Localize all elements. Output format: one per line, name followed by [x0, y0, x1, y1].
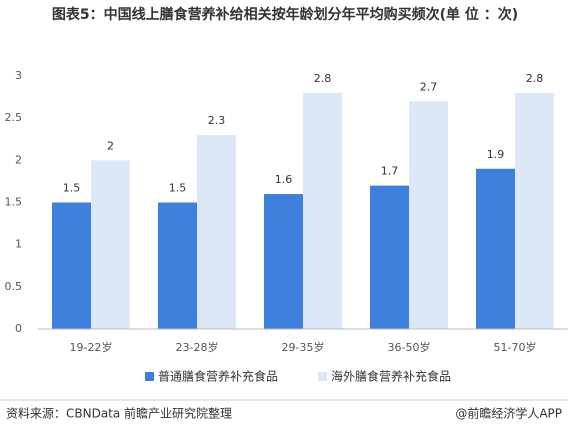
credit: @前瞻经济学人APP — [455, 406, 562, 421]
y-tick-label: 2 — [15, 153, 22, 166]
bar — [91, 160, 130, 329]
y-tick-label: 0 — [15, 322, 22, 335]
bar — [476, 168, 515, 329]
x-tick-label: 23-28岁 — [176, 340, 219, 354]
value-label: 2.3 — [208, 114, 226, 127]
value-label: 1.5 — [169, 182, 187, 195]
bar — [409, 101, 448, 329]
bar — [303, 92, 342, 329]
y-tick-label: 1.5 — [5, 196, 23, 209]
legend-label: 海外膳食营养补充食品 — [331, 369, 451, 384]
value-label: 2 — [107, 139, 114, 152]
y-tick-label: 3 — [15, 69, 22, 82]
x-tick-label: 51-70岁 — [494, 340, 537, 354]
value-label: 1.9 — [487, 148, 505, 161]
bar — [197, 135, 236, 329]
bar — [264, 194, 303, 329]
bar — [52, 202, 91, 329]
bar — [158, 202, 197, 329]
source: 资料来源：CBNData 前瞻产业研究院整理 — [6, 406, 232, 421]
y-tick-label: 1 — [15, 238, 22, 251]
value-label: 2.8 — [314, 72, 332, 85]
y-tick-label: 0.5 — [5, 280, 23, 293]
value-label: 2.8 — [526, 72, 544, 85]
value-label: 1.5 — [63, 182, 81, 195]
x-tick-label: 36-50岁 — [388, 340, 431, 354]
value-label: 2.7 — [420, 80, 438, 93]
bar — [515, 92, 554, 329]
value-label: 1.6 — [275, 173, 293, 186]
x-tick-label: 29-35岁 — [282, 340, 325, 354]
legend-swatch — [318, 372, 328, 381]
value-label: 1.7 — [381, 165, 399, 178]
chart-title: 图表5：中国线上膳食营养补给相关按年龄划分年平均购买频次(单 位 ：次) — [51, 7, 519, 23]
legend-label: 普通膳食营养补充食品 — [158, 369, 278, 384]
y-tick-label: 2.5 — [5, 111, 23, 124]
legend-swatch — [145, 372, 154, 381]
bar — [370, 185, 409, 329]
x-tick-label: 19-22岁 — [70, 340, 113, 354]
